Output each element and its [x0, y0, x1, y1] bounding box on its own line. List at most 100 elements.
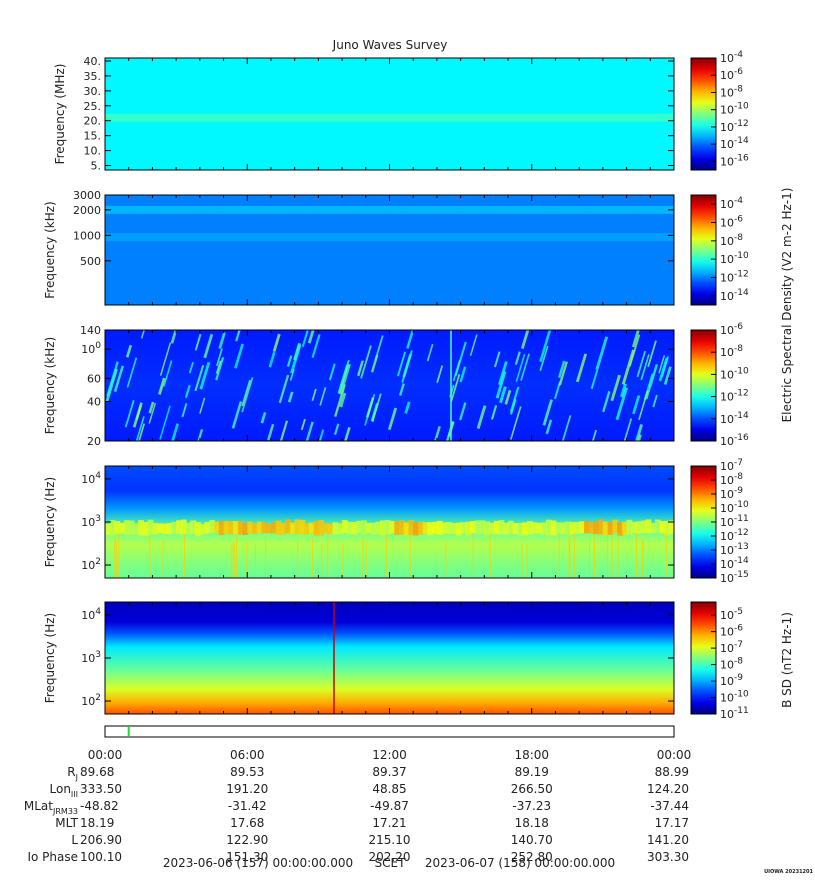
y-tick-label: 30. [84, 85, 102, 98]
burst-streak [621, 349, 635, 385]
burst-streak [106, 361, 119, 397]
burst-streak [181, 403, 188, 418]
emission-column [479, 520, 486, 534]
ephemeris-value: 266.50 [511, 782, 553, 796]
y-tick-label: 3000 [73, 189, 101, 202]
burst-streak [493, 351, 501, 368]
burst-streak [615, 387, 628, 421]
ephemeris-value: -49.87 [370, 799, 409, 813]
burst-streak [637, 434, 642, 441]
time-tick-label: 18:00 [514, 748, 549, 762]
emission-column [398, 520, 405, 535]
burst-streak [374, 335, 384, 361]
burst-streak [289, 369, 295, 381]
burst-streak [158, 377, 166, 395]
burst-streak [199, 361, 211, 390]
burst-streak [498, 361, 508, 386]
ephemeris-value: 252.80 [511, 850, 553, 864]
burst-streak [267, 423, 275, 441]
burst-streak [436, 365, 444, 383]
footer-scet: SCET [375, 856, 407, 870]
ephemeris-value: 202.20 [369, 850, 411, 864]
y-tick-label: 20. [84, 115, 102, 128]
y-tick-label: 104 [81, 607, 101, 622]
emission-column [602, 521, 609, 536]
emission-column [138, 520, 144, 536]
colorbar-label: 10-14 [720, 136, 749, 151]
burst-streak [591, 429, 598, 441]
burst-streak [260, 412, 267, 424]
emission-column [560, 522, 566, 534]
colorbar-label: 10-12 [720, 389, 749, 404]
colorbar-label: 10-16 [720, 153, 749, 168]
burst-streak [339, 392, 347, 408]
burst-streak [476, 405, 487, 429]
emission-column [493, 520, 500, 534]
emission-column [171, 521, 178, 534]
emission-column [323, 523, 329, 534]
burst-streak [163, 360, 173, 387]
burst-streak [542, 399, 553, 426]
emission-column [645, 519, 652, 534]
emission-column [280, 522, 287, 535]
burst-streak [140, 330, 145, 339]
emission-column [384, 519, 391, 535]
emission-column [564, 521, 571, 536]
ephemeris-label: MLT [55, 816, 78, 830]
panel-hfr-high: 5. 10. 15. 20. 25. 30. 35. 40. Frequency (MHz) 10… [53, 50, 749, 173]
emission-column [133, 523, 140, 534]
burst-streak [490, 405, 498, 420]
ephemeris-value: 89.37 [372, 765, 406, 779]
emission-column [541, 522, 547, 535]
burst-streak [658, 357, 669, 382]
burst-streak [602, 391, 611, 413]
colorbar-label: 10-14 [720, 411, 749, 426]
emission-band [105, 113, 674, 122]
burst-streak [652, 394, 658, 408]
burst-streak [328, 363, 336, 381]
panel-hfr-low: 3000 2000 1000 500 Frequency (kHz) 10-4 10-6 10… [43, 189, 749, 306]
emission-column [389, 520, 396, 534]
emission-column [209, 520, 216, 534]
burst-streak [307, 330, 315, 344]
burst-streak [575, 353, 588, 383]
emission-column [114, 521, 121, 534]
colorbar-label: 10-6 [720, 624, 743, 639]
emission-column [195, 522, 201, 536]
emission-column [247, 521, 253, 533]
y-tick-label: 5. [91, 160, 102, 173]
burst-streak [520, 330, 530, 349]
emission-column [427, 522, 434, 536]
emission-column [574, 521, 581, 534]
emission-column [332, 522, 339, 535]
burst-streak [135, 416, 145, 441]
burst-streak [125, 344, 133, 358]
emission-column [176, 520, 182, 534]
colorbar-label: 10-14 [720, 556, 749, 571]
emission-column [147, 519, 154, 535]
burst-streak [396, 351, 407, 377]
emission-column [251, 523, 258, 535]
emission-column [256, 521, 263, 534]
y-axis-label: Frequency (MHz) [53, 64, 67, 165]
emission-column [413, 522, 419, 536]
emission-column [403, 522, 410, 536]
burst-streak [459, 366, 467, 383]
colorbar-label: 10-11 [720, 514, 749, 529]
burst-streak [628, 334, 641, 367]
y-tick-label: 35. [84, 70, 102, 83]
y-tick-label: 40 [87, 395, 101, 408]
burst-streak [188, 361, 194, 374]
emission-column [223, 521, 230, 534]
emission-column [375, 521, 382, 535]
colorbar-label: 10-12 [720, 119, 749, 134]
emission-column [199, 523, 206, 535]
emission-column [498, 520, 505, 535]
burst-streak [658, 355, 666, 374]
colorbar [690, 601, 717, 715]
time-tick-label: 06:00 [230, 748, 265, 762]
colorbar-label: 10-10 [720, 366, 749, 381]
burst-streak [279, 420, 289, 441]
burst-streak [241, 377, 254, 413]
colorbar-label: 10-7 [720, 458, 743, 473]
